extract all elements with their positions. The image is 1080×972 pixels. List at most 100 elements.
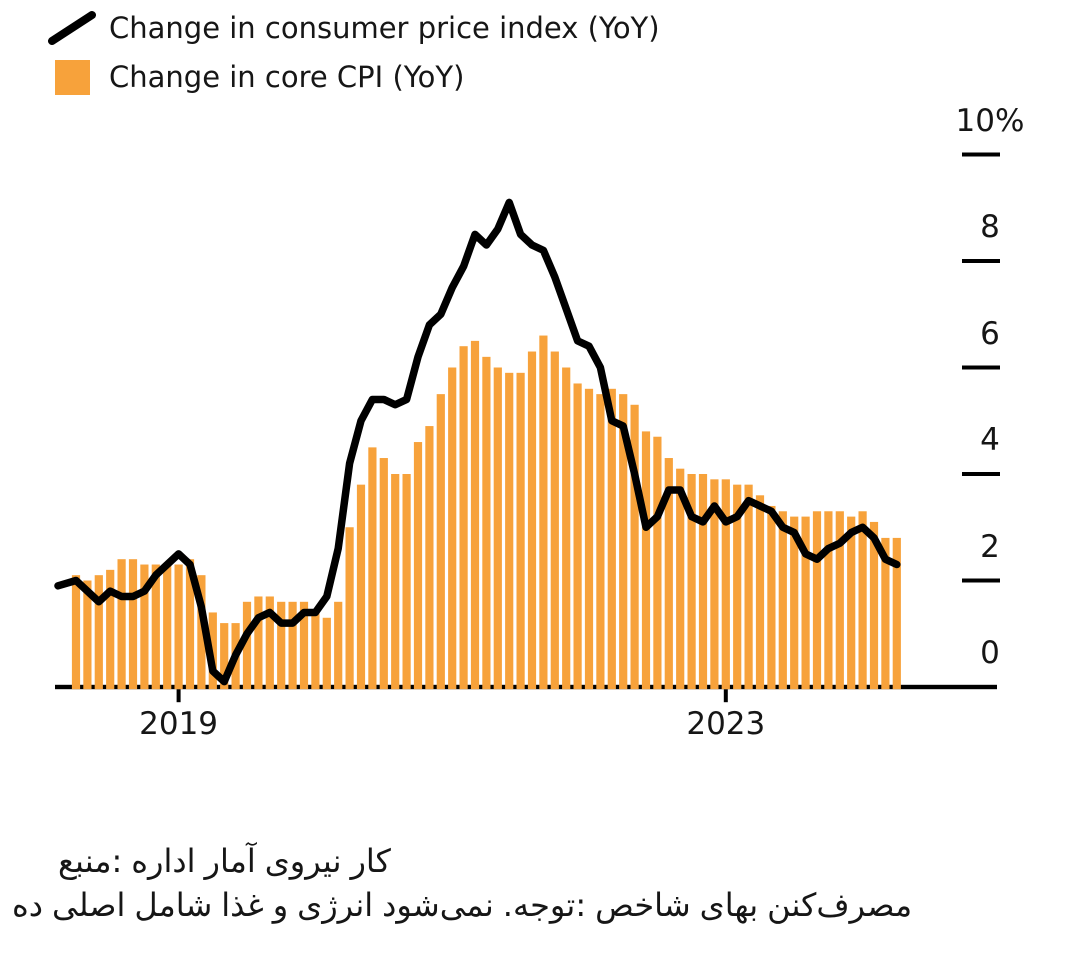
core-cpi-bar [128, 559, 138, 690]
core-cpi-bar [448, 367, 457, 690]
core-cpi-bar [767, 505, 776, 690]
y-axis-label: 0 [980, 635, 1000, 671]
core-cpi-bar [459, 346, 468, 690]
core-cpi-note-line: ده اصلی شامل غذا و انرژی نمی‌شود .توجه: شاخص بهای… [12, 884, 912, 926]
core-cpi-bar [881, 537, 890, 690]
core-cpi-bar [106, 569, 115, 690]
core-cpi-note-word: .توجه: [502, 886, 587, 924]
x-axis-label: 2023 [686, 706, 766, 742]
core-cpi-bar [664, 458, 673, 690]
y-axis-label: 8 [980, 209, 1000, 245]
line-swatch-icon [48, 10, 96, 46]
core-cpi-bar [869, 521, 879, 690]
core-cpi-bar [698, 474, 708, 690]
y-axis-label: 4 [980, 422, 1000, 458]
core-cpi-bar [733, 484, 742, 690]
core-cpi-bar [379, 458, 388, 690]
core-cpi-bar [299, 601, 309, 690]
core-cpi-bar [265, 596, 274, 690]
core-cpi-note-word: شامل [134, 886, 213, 924]
core-cpi-bar [812, 511, 822, 690]
legend-item-core-cpi: Change in core CPI (YoY) [48, 57, 660, 97]
core-cpi-bar [197, 575, 206, 690]
chart-legend: Change in consumer price index (YoY) Cha… [48, 8, 660, 106]
core-cpi-bar [94, 575, 103, 690]
core-cpi-bar [402, 474, 411, 690]
legend-label-cpi: Change in consumer price index (YoY) [109, 11, 660, 45]
y-axis-label: 6 [980, 315, 1000, 352]
source-note-word: اداره [131, 842, 196, 880]
core-cpi-bar [277, 601, 286, 690]
core-cpi-bar [322, 617, 331, 690]
core-cpi-bar [505, 372, 514, 690]
source-note-line: منبع: اداره آمار نیروی کار [58, 840, 391, 882]
core-cpi-bar [619, 394, 628, 690]
core-cpi-bar [835, 511, 844, 690]
core-cpi-bar [539, 335, 548, 690]
cpi-chart-canvas [54, 152, 1000, 703]
x-axis-label: 2019 [139, 706, 219, 742]
core-cpi-bar [482, 356, 491, 690]
core-cpi-bar [368, 447, 377, 690]
core-cpi-bar [71, 575, 81, 690]
legend-item-cpi: Change in consumer price index (YoY) [48, 8, 660, 48]
core-cpi-bar [425, 426, 434, 690]
source-note-word: نیروی [264, 842, 342, 880]
core-cpi-bar [288, 601, 297, 690]
core-cpi-bar [573, 383, 582, 690]
core-cpi-note-word: مصرف‌کنن [767, 886, 913, 924]
core-cpi-bar [391, 474, 400, 690]
core-cpi-bar [83, 580, 92, 690]
core-cpi-bar [516, 372, 525, 690]
core-cpi-bar [470, 340, 480, 690]
core-cpi-note-word: و [272, 886, 289, 924]
orange-square-swatch-icon [48, 59, 96, 95]
core-cpi-bar [653, 436, 662, 690]
core-cpi-bar [584, 388, 594, 690]
core-cpi-note-word: نمی‌شود [382, 886, 494, 924]
y-tick-mark [962, 578, 1000, 583]
core-cpi-bar [493, 367, 502, 690]
core-cpi-bar [596, 394, 605, 690]
core-cpi-note-word: شاخص [595, 886, 691, 924]
core-cpi-note-word: اصلی [52, 886, 126, 924]
x-tick-mark [176, 689, 181, 703]
core-cpi-bar [641, 431, 651, 690]
core-cpi-bar [858, 511, 867, 690]
y-tick-mark [962, 152, 1000, 157]
core-cpi-bar [151, 564, 160, 690]
core-cpi-bar [824, 511, 833, 690]
core-cpi-bar [710, 479, 719, 690]
x-tick-mark [723, 689, 728, 703]
core-cpi-note-word: غذا [221, 886, 264, 924]
core-cpi-bar [847, 516, 856, 690]
y-tick-mark [962, 365, 1000, 370]
core-cpi-bar [254, 596, 263, 690]
core-cpi-note-word: بهای [699, 886, 759, 924]
core-cpi-bar [687, 474, 696, 690]
core-cpi-bar [185, 559, 195, 690]
y-tick-mark [962, 259, 1000, 263]
core-cpi-bar [755, 495, 765, 690]
core-cpi-bar [140, 564, 149, 690]
core-cpi-bar [117, 559, 126, 690]
source-note-word: آمار [204, 842, 256, 880]
core-cpi-bar [607, 388, 616, 690]
core-cpi-bar [801, 516, 810, 690]
core-cpi-bar [345, 527, 354, 690]
core-cpi-bar [562, 367, 571, 690]
core-cpi-bar [790, 516, 799, 690]
core-cpi-bar [220, 623, 229, 690]
cpi-line [54, 198, 901, 686]
core-cpi-bar [527, 351, 537, 690]
core-cpi-note-word: انرژی [297, 886, 374, 924]
core-cpi-bar [311, 612, 320, 690]
core-cpi-bar [334, 601, 343, 690]
y-axis-label: 10% [955, 102, 1025, 139]
core-cpi-bar [630, 404, 639, 690]
core-cpi-bar [778, 511, 787, 690]
legend-label-core-cpi: Change in core CPI (YoY) [109, 60, 465, 94]
y-tick-mark [962, 472, 1000, 476]
core-cpi-note-word: ده [12, 886, 44, 924]
x-axis-line [55, 684, 997, 690]
